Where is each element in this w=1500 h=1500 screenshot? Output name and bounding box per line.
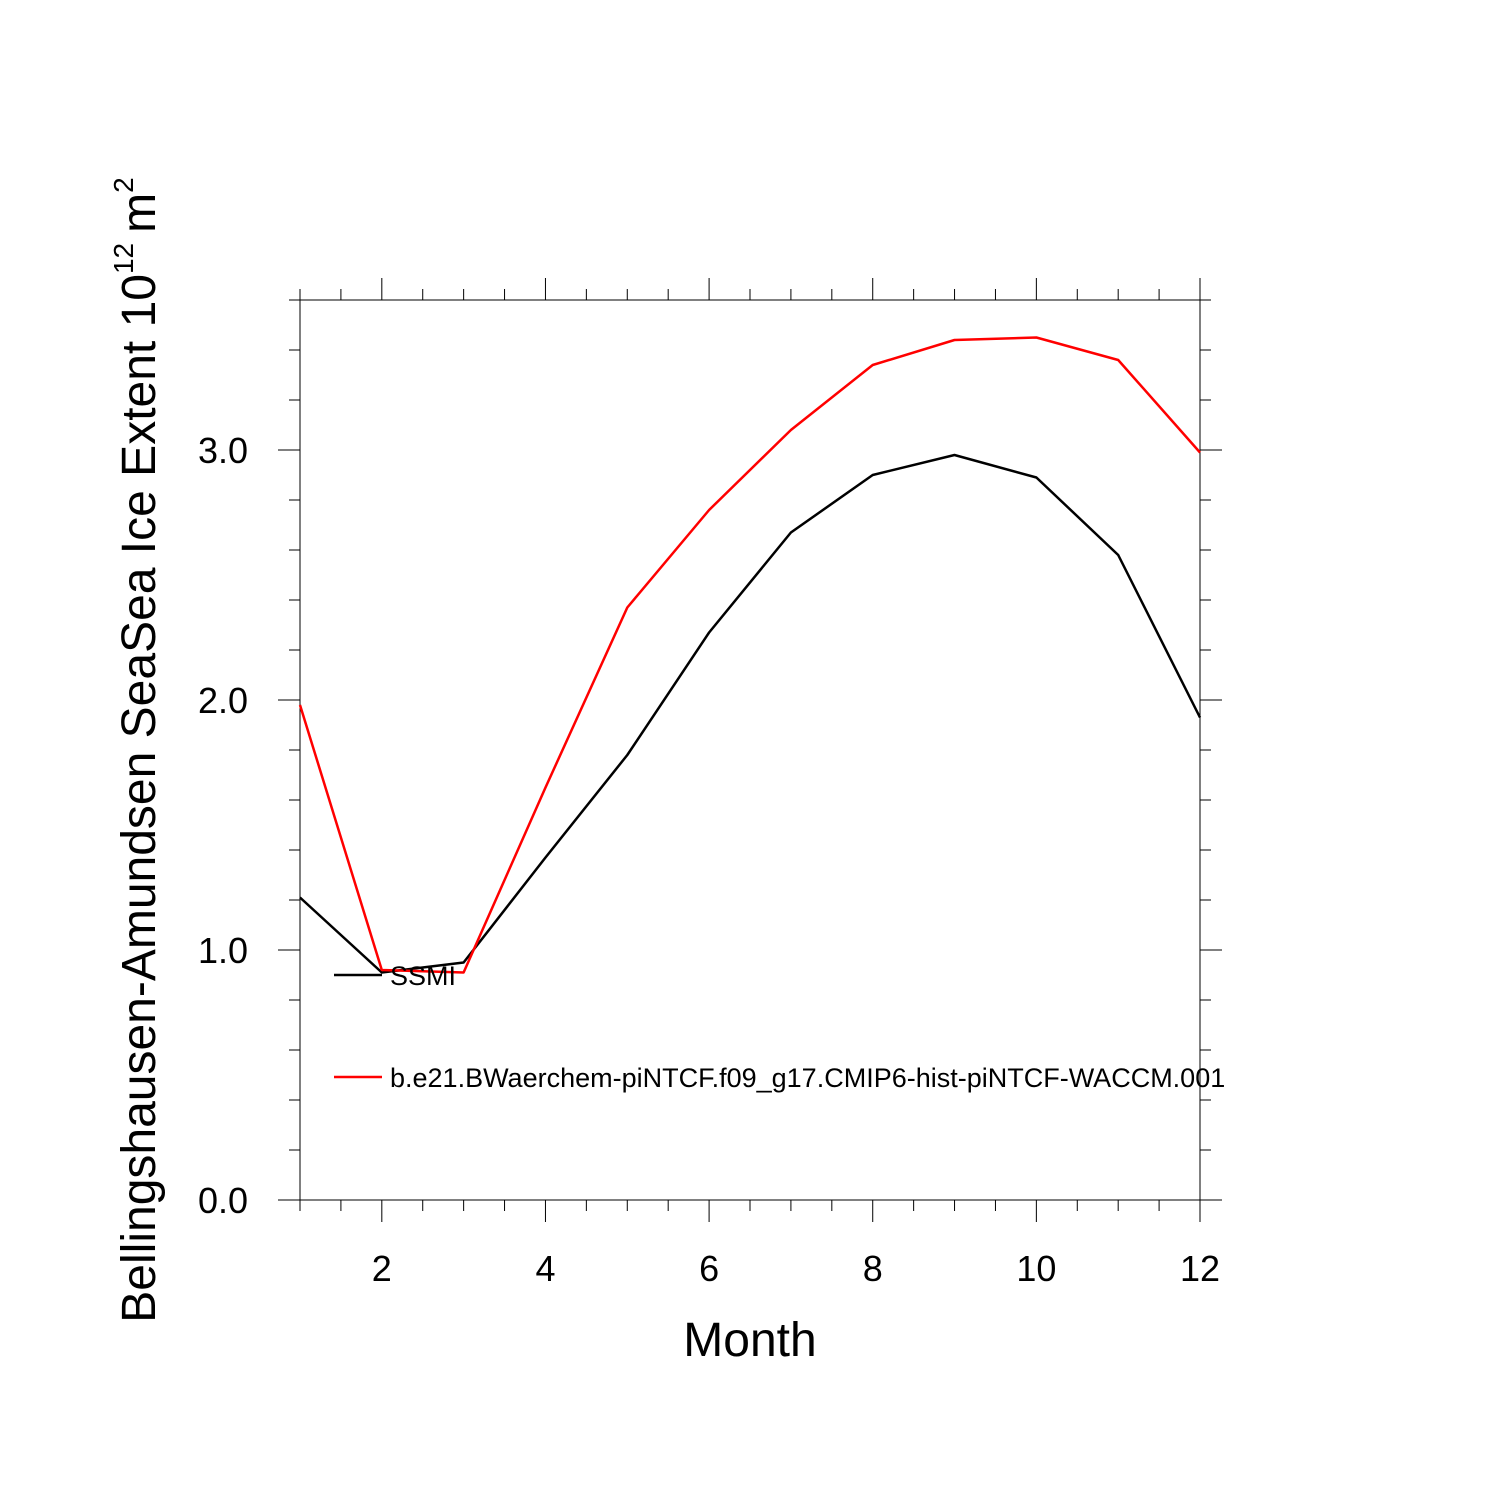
series-group [298,336,1202,974]
legend-label-0: SSMI [390,961,456,991]
y-axis-title-exponent: 12 [108,243,139,274]
x-tick-label: 2 [372,1248,392,1289]
y-axis-title-prefix: Bellingshausen-Amundsen SeaSea Ice Exten… [113,274,166,1323]
legend-label-1: b.e21.BWaerchem-piNTCF.f09_g17.CMIP6-his… [390,1063,1225,1093]
y-axis-title-unit: m [113,193,166,233]
x-tick-label: 8 [863,1248,883,1289]
y-axis-title-unit-exponent: 2 [108,177,139,193]
series-line-1 [298,336,1201,974]
y-tick-label: 3.0 [198,430,248,471]
axes: 2 4 6 8 10 12 0.0 1.0 2.0 3.0 [198,278,1222,1289]
x-tick-label: 10 [1016,1248,1056,1289]
x-tick-label: 12 [1180,1248,1220,1289]
y-tick-label: 2.0 [198,680,248,721]
series-line-0 [299,453,1202,974]
y-tick-label: 1.0 [198,930,248,971]
y-axis-title: Bellingshausen-Amundsen SeaSea Ice Exten… [108,177,166,1322]
x-axis-title: Month [683,1314,816,1367]
x-tick-label: 4 [535,1248,555,1289]
legend: SSMI b.e21.BWaerchem-piNTCF.f09_g17.CMIP6… [334,961,1225,1093]
y-tick-label: 0.0 [198,1180,248,1221]
x-tick-label: 6 [699,1248,719,1289]
